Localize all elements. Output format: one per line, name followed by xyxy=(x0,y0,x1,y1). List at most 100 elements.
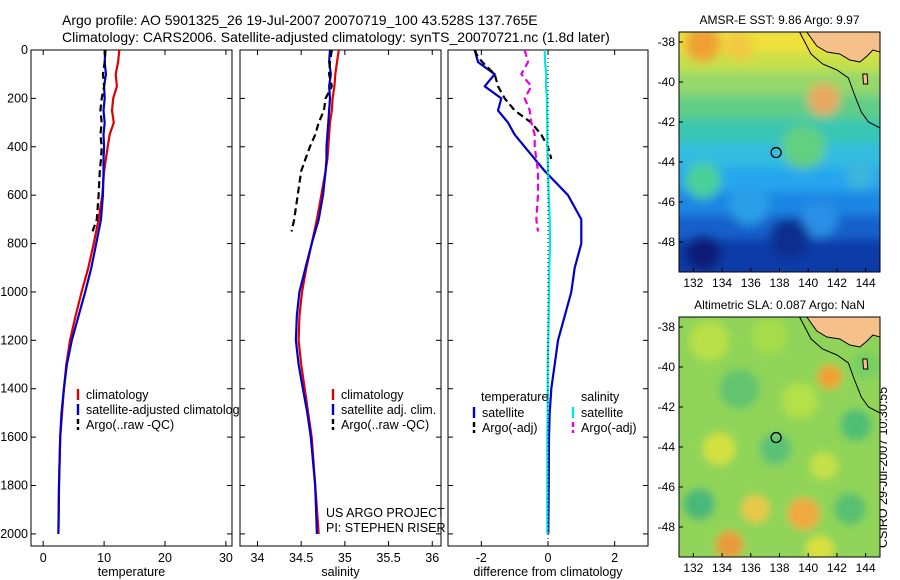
y-tick-label: -48 xyxy=(658,235,676,249)
x-tick-label: 136 xyxy=(741,276,761,290)
legend-entry: Argo(..raw -QC) xyxy=(341,418,429,432)
map-panel-1: 132 134 136 138 140 142 144 -38 -40 -42 -44 -46 -48 A… xyxy=(658,13,881,290)
series-line-argo-adj--temperature xyxy=(473,50,553,160)
x-tick-label: 132 xyxy=(683,561,703,575)
legend-title-salinity: salinity xyxy=(581,390,620,404)
y-tick-label: 0 xyxy=(21,43,28,57)
x-tick-label: 34 xyxy=(251,551,265,565)
x-tick-label: 134 xyxy=(712,561,732,575)
field-patch xyxy=(683,488,716,521)
x-tick-label: 142 xyxy=(827,276,847,290)
field-patch xyxy=(833,493,866,525)
x-tick-label: 20 xyxy=(158,551,172,565)
profile-panel-1: 0 10 20 30 0 200 400 600 800 1000 1200 1400 1600 1800… xyxy=(0,43,246,579)
series-line-satellite-salinity xyxy=(543,50,552,534)
field-patch xyxy=(769,218,810,259)
series-group xyxy=(473,50,583,546)
y-tick-label: -44 xyxy=(658,155,676,169)
field-patch xyxy=(759,433,792,465)
series-line-satellite-adjusted-climatology xyxy=(57,50,108,534)
y-tick-label: 400 xyxy=(7,140,28,154)
x-tick-label: 30 xyxy=(219,551,233,565)
field-patch xyxy=(729,184,770,225)
series-line-satellite-temperature xyxy=(473,50,583,534)
y-tick-label: -44 xyxy=(658,440,676,454)
x-axis-label: salinity xyxy=(321,565,360,579)
map-field xyxy=(679,32,880,272)
field-heatmap xyxy=(679,317,880,557)
map-title: Altimetric SLA: 0.087 Argo: NaN xyxy=(694,298,865,312)
x-tick-label: 136 xyxy=(741,561,761,575)
x-tick-label: 134 xyxy=(712,276,732,290)
y-tick-label: 200 xyxy=(7,91,28,105)
x-tick-label: 35 xyxy=(338,551,352,565)
x-tick-label: 144 xyxy=(856,276,876,290)
legend-entry: satellite xyxy=(581,406,623,420)
y-tick-label: -38 xyxy=(658,320,676,334)
shelf-contour xyxy=(799,317,880,414)
field-patch xyxy=(719,369,760,409)
y-tick-label: 1400 xyxy=(0,382,28,396)
series-line-argo-adj--salinity xyxy=(520,50,540,232)
legend-entry: satellite-adjusted climatology xyxy=(86,403,247,417)
map-title: AMSR-E SST: 9.86 Argo: 9.97 xyxy=(699,13,859,27)
field-patch xyxy=(741,495,770,523)
figure-title-line1: Argo profile: AO 5901325_26 19-Jul-2007 … xyxy=(62,12,538,28)
field-patch xyxy=(751,318,788,355)
series-group xyxy=(57,50,121,534)
x-tick-label: 140 xyxy=(798,276,818,290)
field-patch xyxy=(809,451,838,480)
legend-entry: Argo(-adj) xyxy=(581,421,637,435)
x-axis-label: difference from climatology xyxy=(473,565,623,579)
x-tick-label: 132 xyxy=(683,276,703,290)
x-tick-label: 138 xyxy=(769,561,789,575)
field-patch xyxy=(787,497,820,530)
field-patch xyxy=(807,83,840,116)
y-tick-label: -40 xyxy=(658,360,676,374)
x-tick-label: 142 xyxy=(827,561,847,575)
y-tick-label: -46 xyxy=(658,195,676,209)
legend-entry: satellite xyxy=(482,406,524,420)
figure-title-line2: Climatology: CARS2006. Satellite-adjuste… xyxy=(62,29,610,45)
field-patch xyxy=(685,162,722,199)
field-patch xyxy=(781,383,818,419)
y-tick-label: 1600 xyxy=(0,430,28,444)
y-tick-label: 600 xyxy=(7,188,28,202)
king-island xyxy=(862,73,869,85)
y-tick-label: -42 xyxy=(658,115,676,129)
series-group xyxy=(290,50,340,534)
x-tick-label: 2 xyxy=(611,551,618,565)
y-tick-label: -40 xyxy=(658,75,676,89)
field-patch xyxy=(703,433,736,465)
field-heatmap xyxy=(679,32,880,272)
map-panel-2: 132 134 136 138 140 142 144 -38 -40 -42 -44 -46 -48 A… xyxy=(658,298,881,575)
series-line-argo-raw-qc- xyxy=(91,50,107,232)
annotation-text: US ARGO PROJECT xyxy=(326,506,445,520)
legend-title-temperature: temperature xyxy=(481,390,548,404)
legend-entry: satellite adj. clim. xyxy=(341,403,436,417)
coastline-land xyxy=(806,32,880,63)
field-patch xyxy=(781,125,826,170)
y-tick-label: 2000 xyxy=(0,527,28,541)
y-tick-label: 1200 xyxy=(0,333,28,347)
y-tick-label: 1000 xyxy=(0,285,28,299)
field-patch xyxy=(805,535,834,557)
x-tick-label: 140 xyxy=(798,561,818,575)
y-tick-label: 1800 xyxy=(0,479,28,493)
legend-entry: climatology xyxy=(341,388,404,402)
field-patch xyxy=(715,531,744,557)
profile-panel-2: 34 34.5 35 35.5 36 salinity climatologysatelli… xyxy=(239,49,445,579)
x-tick-label: 0 xyxy=(545,551,552,565)
x-tick-label: -2 xyxy=(476,551,487,565)
profile-location-marker xyxy=(770,431,782,444)
x-tick-label: 35.5 xyxy=(376,551,400,565)
y-tick-label: -38 xyxy=(658,35,676,49)
y-tick-label: 800 xyxy=(7,237,28,251)
legend-entry: climatology xyxy=(86,388,149,402)
axes-box xyxy=(30,49,233,547)
map-field xyxy=(679,317,880,557)
x-tick-label: 34.5 xyxy=(289,551,313,565)
x-axis-label: temperature xyxy=(98,565,165,579)
